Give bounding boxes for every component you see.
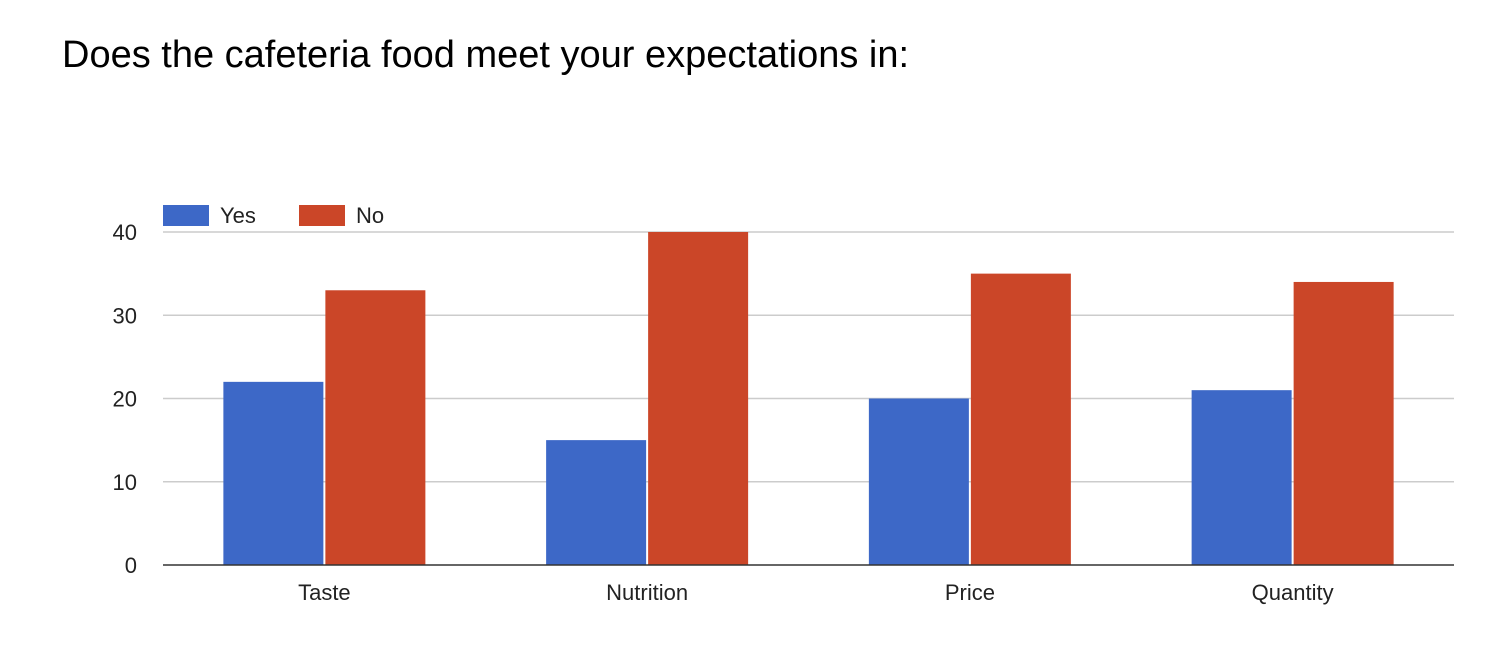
- y-tick-label: 10: [113, 470, 137, 495]
- bar-no-taste: [325, 290, 426, 565]
- bar-no-quantity: [1293, 281, 1394, 565]
- legend-swatch-no: [299, 205, 345, 226]
- legend: Yes No: [163, 203, 384, 228]
- y-tick-label: 30: [113, 303, 137, 328]
- y-axis-ticks: 0 10 20 30 40: [113, 220, 137, 578]
- x-tick-label: Price: [945, 580, 995, 605]
- chart-title: Does the cafeteria food meet your expect…: [62, 34, 910, 76]
- bar-yes-taste: [223, 381, 324, 565]
- x-tick-label: Quantity: [1252, 580, 1334, 605]
- legend-swatch-yes: [163, 205, 209, 226]
- bar-no-nutrition: [648, 232, 749, 565]
- bar-no-price: [970, 273, 1071, 565]
- legend-label-yes: Yes: [220, 203, 256, 228]
- bars: [223, 232, 1394, 565]
- legend-label-no: No: [356, 203, 384, 228]
- bar-yes-nutrition: [546, 440, 647, 565]
- bar-yes-price: [868, 398, 969, 565]
- x-axis-ticks: Taste Nutrition Price Quantity: [298, 580, 1334, 605]
- y-tick-label: 0: [125, 553, 137, 578]
- y-tick-label: 40: [113, 220, 137, 245]
- y-tick-label: 20: [113, 387, 137, 412]
- bar-yes-quantity: [1191, 390, 1292, 565]
- x-tick-label: Nutrition: [606, 580, 688, 605]
- x-tick-label: Taste: [298, 580, 351, 605]
